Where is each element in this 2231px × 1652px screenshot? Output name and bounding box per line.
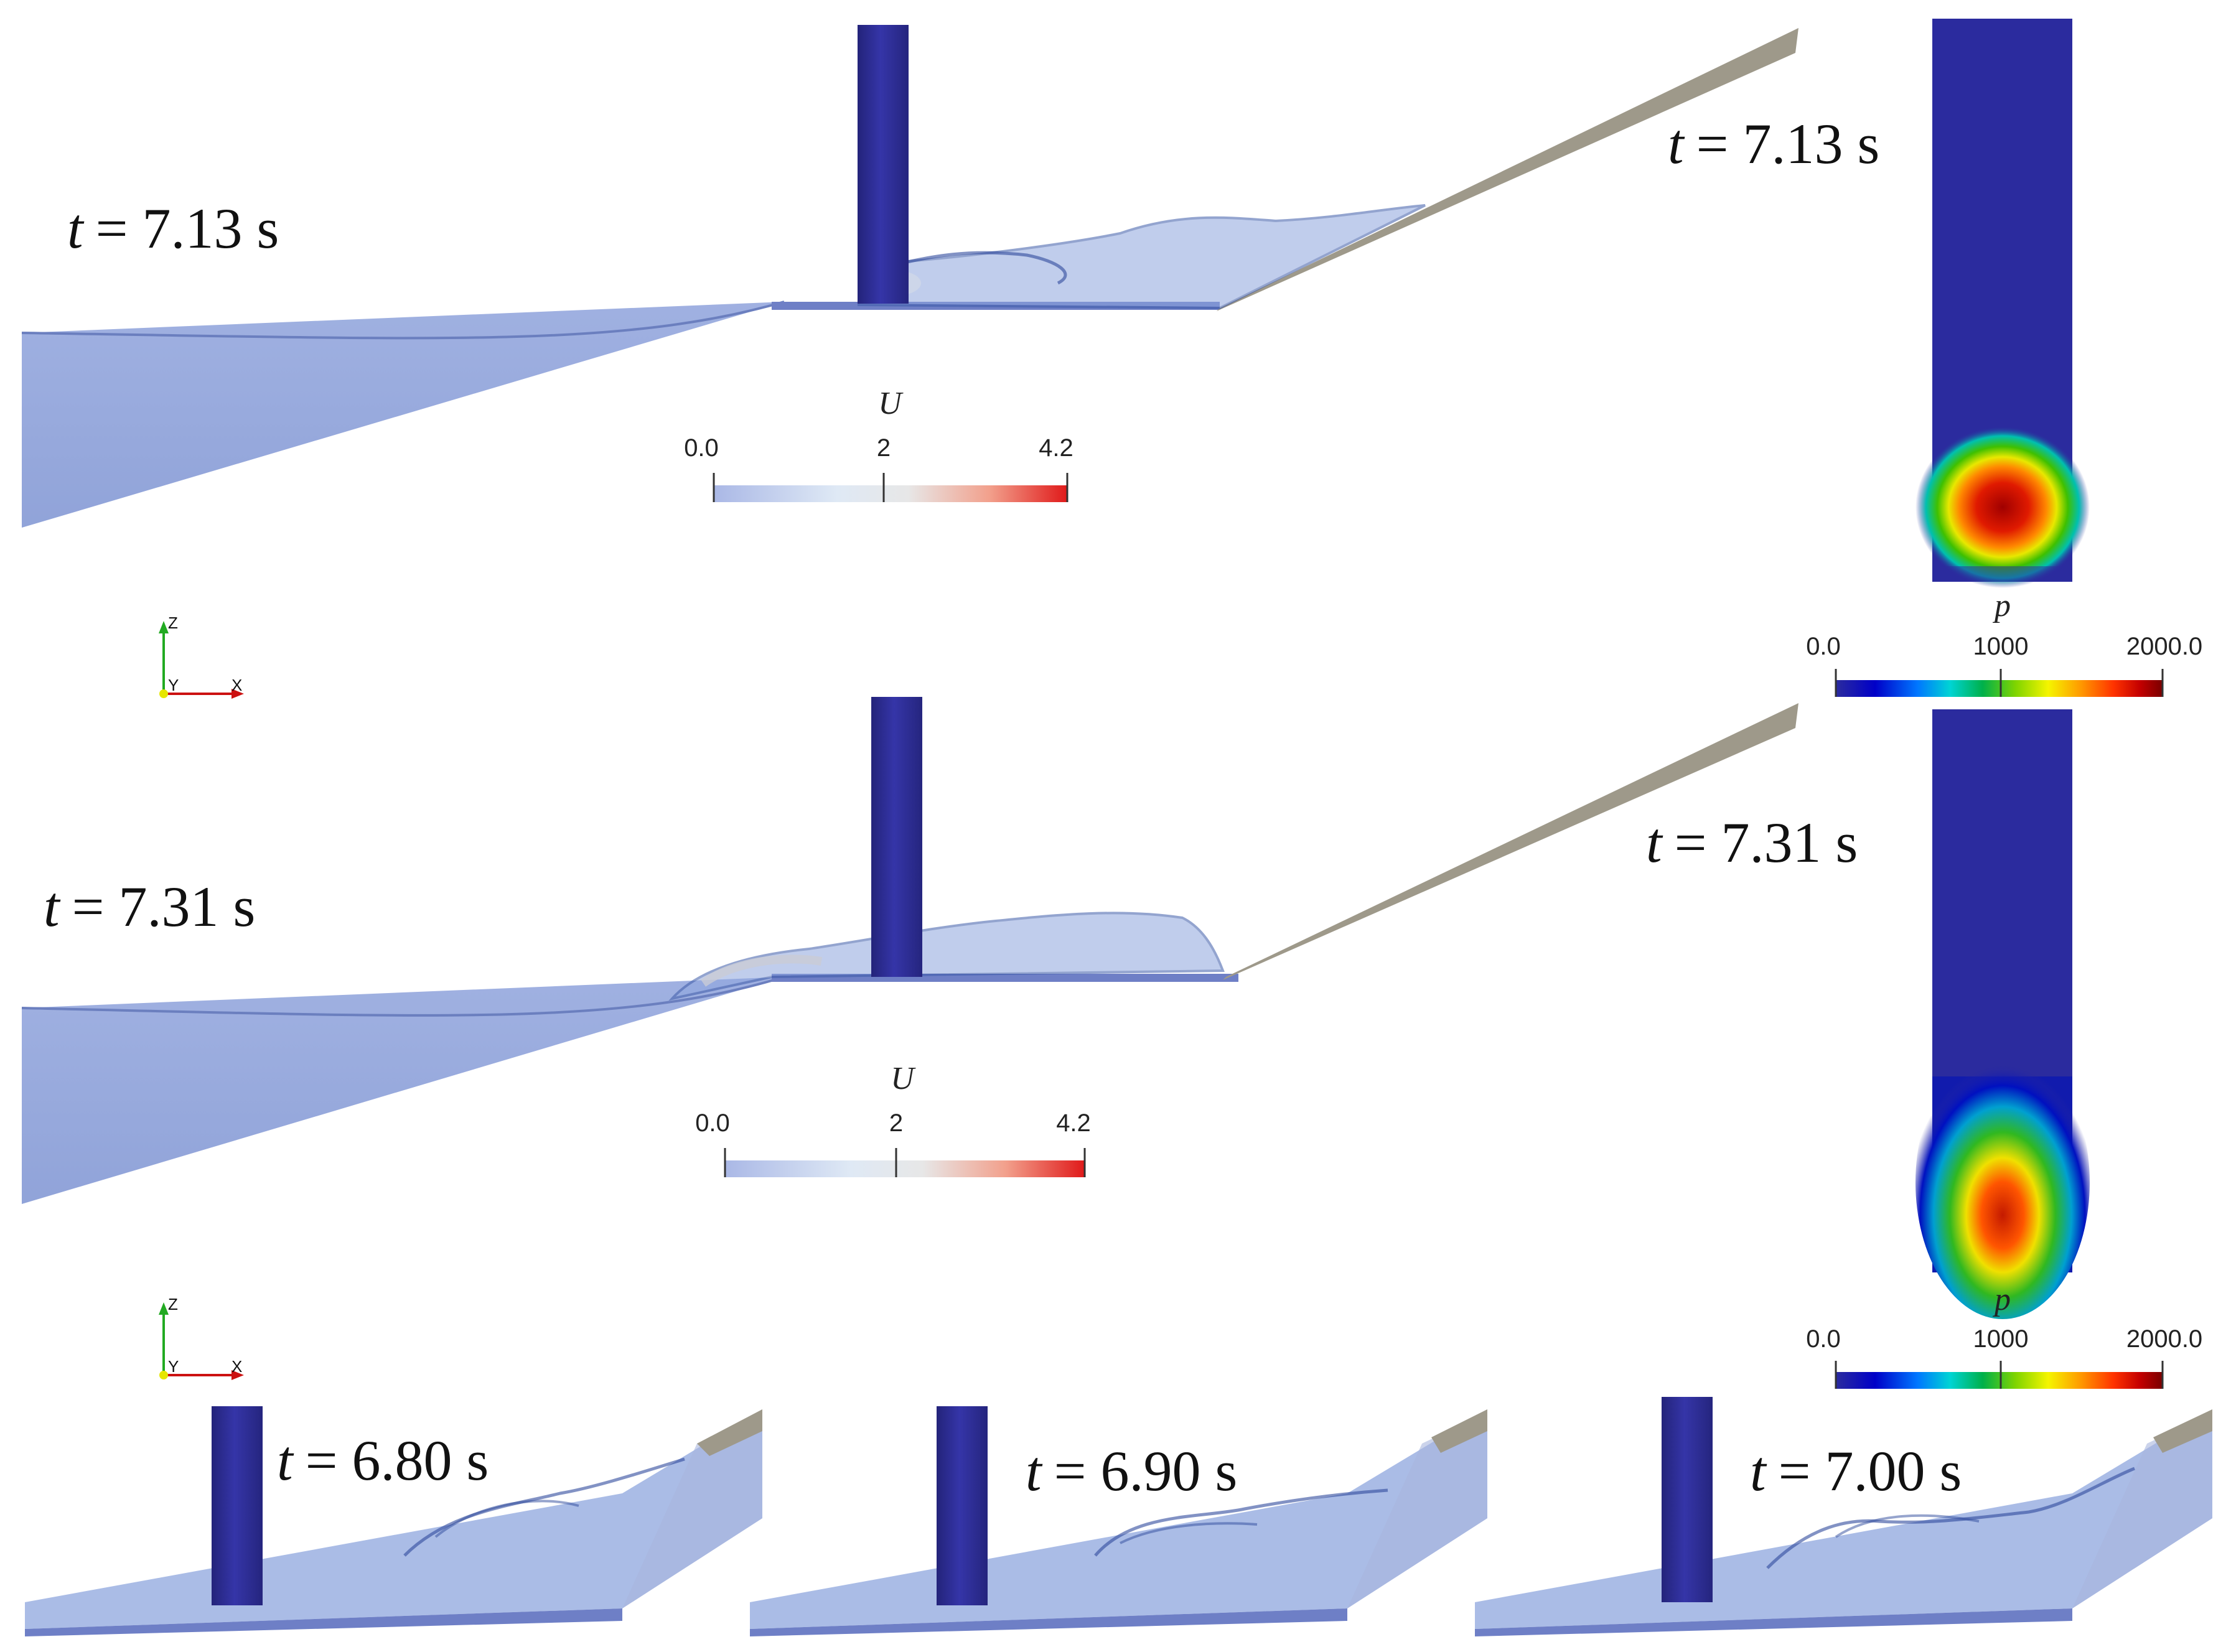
svg-text:U: U [891, 1061, 916, 1096]
svg-text:0.0: 0.0 [1806, 1325, 1841, 1353]
svg-text:2: 2 [877, 434, 891, 462]
bottom-pile-3 [1662, 1397, 1713, 1602]
svg-text:4.2: 4.2 [1056, 1109, 1091, 1137]
middle-water-body [668, 912, 1225, 1001]
svg-text:2000.0: 2000.0 [2126, 633, 2202, 660]
svg-text:U: U [878, 386, 904, 421]
svg-text:0.0: 0.0 [684, 434, 719, 462]
svg-text:Z: Z [168, 614, 178, 632]
svg-text:0.0: 0.0 [695, 1109, 730, 1137]
top-time-label-left: t = 7.13 s [67, 197, 279, 260]
svg-text:Z: Z [168, 1295, 178, 1314]
middle-pressure-colorbar: p 0.0 1000 2000.0 [1806, 1282, 2202, 1389]
top-time-label-right: t = 7.13 s [1668, 112, 1879, 175]
svg-text:t= 6.80 s: t = 6.80 s [277, 1429, 489, 1492]
top-pressure-pile [1915, 19, 2090, 588]
svg-text:0.0: 0.0 [1806, 633, 1841, 660]
middle-velocity-colorbar: U 0.0 2 4.2 [695, 1061, 1091, 1177]
svg-text:1000: 1000 [1973, 633, 2029, 660]
bottom-pile-1 [212, 1406, 263, 1605]
svg-text:2000.0: 2000.0 [2126, 1325, 2202, 1353]
bottom-snapshot-1: t = 6.80 s [25, 1406, 762, 1636]
top-slope-surface [21, 301, 785, 340]
svg-text:X: X [232, 1357, 242, 1376]
svg-text:t= 7.31 s: t = 7.31 s [44, 875, 255, 938]
top-slope-wedge [22, 302, 784, 528]
svg-text:2: 2 [889, 1109, 903, 1137]
middle-slope-wedge [22, 977, 784, 1204]
svg-text:Y: Y [168, 1357, 179, 1376]
svg-text:t= 7.31 s: t = 7.31 s [1646, 811, 1858, 874]
top-velocity-colorbar: U 0.0 2 4.2 [684, 386, 1073, 502]
svg-text:t= 7.13 s: t = 7.13 s [1668, 112, 1879, 175]
middle-slope-surface [21, 976, 785, 1017]
svg-text:X: X [232, 676, 242, 694]
middle-pile [871, 697, 922, 977]
bottom-pile-2 [937, 1406, 988, 1605]
top-beach-ramp [1217, 28, 1798, 311]
top-pressure-colorbar: p 0.0 1000 2000.0 [1806, 588, 2202, 697]
svg-text:t= 7.00 s: t = 7.00 s [1750, 1439, 1962, 1503]
svg-text:1000: 1000 [1973, 1325, 2029, 1353]
svg-text:Y: Y [168, 676, 179, 694]
middle-pressure-pile [1915, 709, 2090, 1319]
middle-breaking-wave-fold [700, 954, 823, 987]
middle-flume-panel [21, 697, 1798, 1204]
axes-triad-top: Z Y X [159, 614, 244, 699]
bottom-snapshot-3: t = 7.00 s [1475, 1397, 2212, 1636]
top-breaking-wave-fold [883, 251, 1067, 285]
svg-text:p: p [1992, 588, 2011, 623]
svg-text:t= 6.90 s: t = 6.90 s [1026, 1439, 1237, 1503]
middle-time-label-left: t = 7.31 s [44, 875, 255, 938]
axes-triad-middle: Z Y X [159, 1295, 244, 1380]
top-pile [858, 25, 909, 304]
svg-text:4.2: 4.2 [1039, 434, 1073, 462]
middle-time-label-right: t = 7.31 s [1646, 811, 1858, 874]
bottom-snapshot-2: t = 6.90 s [750, 1406, 1487, 1636]
svg-text:p: p [1992, 1282, 2011, 1317]
middle-beach-ramp [1223, 703, 1798, 980]
svg-text:t= 7.13 s: t = 7.13 s [67, 197, 279, 260]
top-flume-panel [21, 25, 1798, 528]
